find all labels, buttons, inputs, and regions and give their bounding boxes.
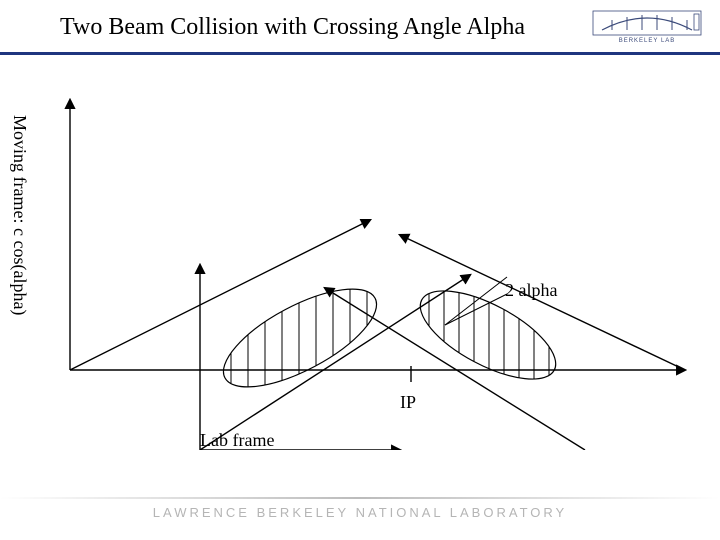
footer-rule — [0, 497, 720, 499]
ip-label: IP — [400, 392, 416, 413]
page-title: Two Beam Collision with Crossing Angle A… — [60, 14, 525, 41]
x-axis-label: Lab frame — [200, 430, 274, 451]
lab-logo-text: BERKELEY LAB — [592, 38, 702, 44]
header-rule — [0, 52, 720, 55]
angle-label: 2 alpha — [505, 280, 557, 301]
slide-root: Two Beam Collision with Crossing Angle A… — [0, 0, 720, 540]
footer: LAWRENCE BERKELEY NATIONAL LABORATORY — [0, 497, 720, 520]
footer-text: LAWRENCE BERKELEY NATIONAL LABORATORY — [0, 505, 720, 520]
lab-logo: BERKELEY LAB — [592, 10, 702, 50]
beam-diagram — [25, 80, 695, 450]
